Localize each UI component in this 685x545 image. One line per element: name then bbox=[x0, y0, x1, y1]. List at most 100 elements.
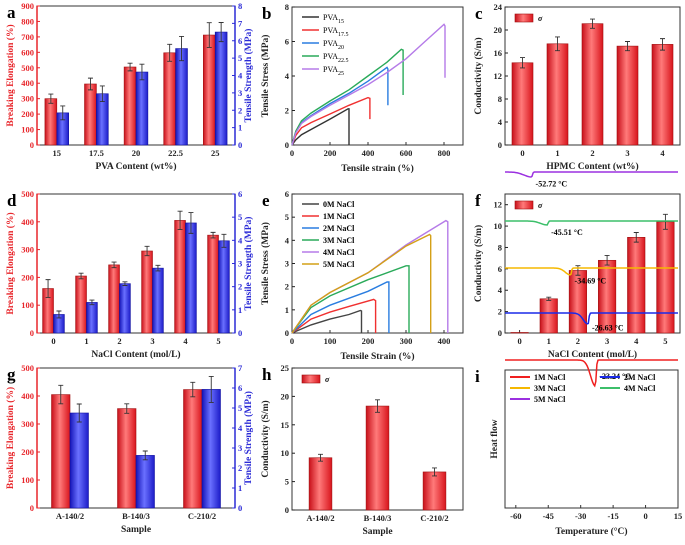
legend-label: PVA15 bbox=[323, 13, 344, 25]
legend-label: PVA20 bbox=[323, 39, 344, 51]
error-bar bbox=[604, 255, 610, 266]
panel-a: a 0 100 200 300 400 500 600 700 800 900 0 1 2 3 4 5 6 7 8 Br… bbox=[5, 1, 254, 172]
x-tick-label: A-140/2 bbox=[56, 511, 84, 521]
bar bbox=[598, 259, 617, 334]
x-tick-label: 600 bbox=[400, 148, 413, 158]
legend-name: 0M NaCl bbox=[323, 200, 355, 209]
bar bbox=[175, 48, 188, 146]
legend-name: PVA bbox=[323, 65, 338, 74]
error-bar bbox=[167, 43, 173, 62]
x-axis-title: Sample bbox=[362, 527, 392, 537]
error-bar bbox=[625, 41, 630, 52]
error-bar bbox=[575, 265, 581, 276]
error-bar bbox=[662, 213, 668, 230]
x-tick-label: 200 bbox=[362, 336, 375, 346]
legend-subscript: 22.5 bbox=[338, 58, 349, 64]
plot-frame bbox=[291, 6, 464, 146]
legend-name: 5M NaCl bbox=[323, 260, 355, 269]
bar bbox=[539, 298, 558, 334]
x-tick-label: 0 bbox=[520, 148, 524, 158]
y-tick-label: 0 bbox=[285, 328, 289, 338]
y-tick-label: 1 bbox=[285, 305, 289, 315]
bar bbox=[135, 455, 155, 509]
x-tick-label: 300 bbox=[400, 336, 413, 346]
bar bbox=[183, 389, 203, 509]
panel-letter: i bbox=[475, 367, 480, 386]
bar bbox=[185, 222, 197, 334]
y-tick-label: 0 bbox=[498, 140, 502, 150]
series-line bbox=[291, 66, 389, 146]
dsc-curve bbox=[505, 359, 678, 388]
y-tick-label: 8 bbox=[285, 2, 289, 12]
y-tick-label: 0 bbox=[30, 328, 34, 338]
x-tick-label: -30 bbox=[575, 511, 586, 521]
y-right-tick-label: 3 bbox=[238, 443, 242, 453]
peak-label: -45.51 °C bbox=[551, 228, 583, 237]
y-tick-label: 800 bbox=[21, 16, 34, 26]
bar bbox=[119, 283, 131, 334]
bar bbox=[616, 45, 639, 146]
series-line bbox=[291, 48, 404, 146]
legend-label: 0M NaCl bbox=[323, 200, 355, 209]
bar bbox=[422, 471, 447, 511]
x-tick-label: 4 bbox=[634, 336, 639, 346]
error-bar bbox=[155, 264, 161, 272]
legend-label: σ bbox=[538, 14, 543, 23]
series-line bbox=[291, 281, 390, 334]
legend-label: σ bbox=[325, 375, 330, 384]
error-bar bbox=[111, 261, 117, 269]
y-tick-label: 5 bbox=[285, 212, 289, 222]
panel-b: b 0 2 4 6 8 Tensile Stress (MPa) Tensile strain… bbox=[260, 2, 464, 174]
y-tick-label: 900 bbox=[21, 1, 34, 11]
panel-g: g 0 100 200 300 400 500 0 1 2 3 4 5 6 7 Breaking Elonga… bbox=[5, 363, 254, 535]
bar bbox=[510, 332, 529, 334]
x-tick-label: 0 bbox=[290, 336, 294, 346]
y-tick-label: 600 bbox=[21, 47, 34, 57]
y-tick-label: 15 bbox=[281, 420, 290, 430]
error-bar bbox=[127, 62, 133, 72]
bar bbox=[214, 31, 228, 146]
legend-swatch bbox=[301, 374, 321, 384]
y-right-axis-title: Tensile Strength (MPa) bbox=[243, 29, 254, 123]
error-bar bbox=[375, 399, 380, 413]
error-bar bbox=[188, 212, 194, 234]
y-right-tick-label: 3 bbox=[238, 88, 242, 98]
error-bar bbox=[190, 381, 196, 398]
x-tick-label: 1 bbox=[555, 148, 559, 158]
y-tick-label: 300 bbox=[21, 245, 34, 255]
y-right-tick-label: 0 bbox=[238, 140, 242, 150]
x-axis-title: NaCl Content (mol/L) bbox=[91, 349, 180, 360]
y-right-tick-label: 1 bbox=[238, 305, 242, 315]
error-bar bbox=[555, 36, 560, 52]
panel-e: e 0 1 2 3 4 5 6 Tensile Stress (MPa) Tensile Stra… bbox=[260, 189, 464, 362]
bar bbox=[218, 240, 230, 334]
peak-label: -26.63 °C bbox=[592, 324, 624, 333]
error-bar bbox=[48, 93, 54, 104]
legend-swatch bbox=[514, 13, 534, 23]
y-right-axis-title: Tensile Strength (MPa) bbox=[243, 391, 254, 485]
x-tick-label: 25 bbox=[211, 148, 220, 158]
x-axis-title: PVA Content (wt%) bbox=[95, 161, 176, 172]
y-tick-label: 0 bbox=[498, 328, 502, 338]
bar bbox=[627, 237, 646, 334]
plot-frame bbox=[36, 193, 236, 334]
series-line bbox=[291, 96, 371, 146]
x-tick-label: 1 bbox=[84, 336, 88, 346]
legend-label: PVA22.5 bbox=[323, 52, 348, 64]
x-tick-label: 2 bbox=[117, 336, 121, 346]
y-tick-label: 16 bbox=[494, 48, 503, 58]
legend-subscript: 15 bbox=[338, 19, 344, 25]
x-tick-label: C-210/2 bbox=[420, 513, 448, 523]
legend-label: PVA25 bbox=[323, 65, 344, 77]
bar bbox=[44, 98, 58, 146]
panel-i: i Heat flow Temperature (°C) -60 -45 -30 -15 0 1… bbox=[475, 171, 682, 537]
error-bar bbox=[124, 403, 130, 414]
y-tick-label: 2 bbox=[285, 106, 289, 116]
error-bar bbox=[218, 22, 224, 43]
legend-name: 2M NaCl bbox=[323, 224, 355, 233]
x-tick-label: 100 bbox=[324, 336, 337, 346]
y-tick-label: 500 bbox=[21, 189, 34, 199]
peak-label: -34.69 °C bbox=[575, 277, 607, 286]
legend-label: 1M NaCl bbox=[323, 212, 355, 221]
